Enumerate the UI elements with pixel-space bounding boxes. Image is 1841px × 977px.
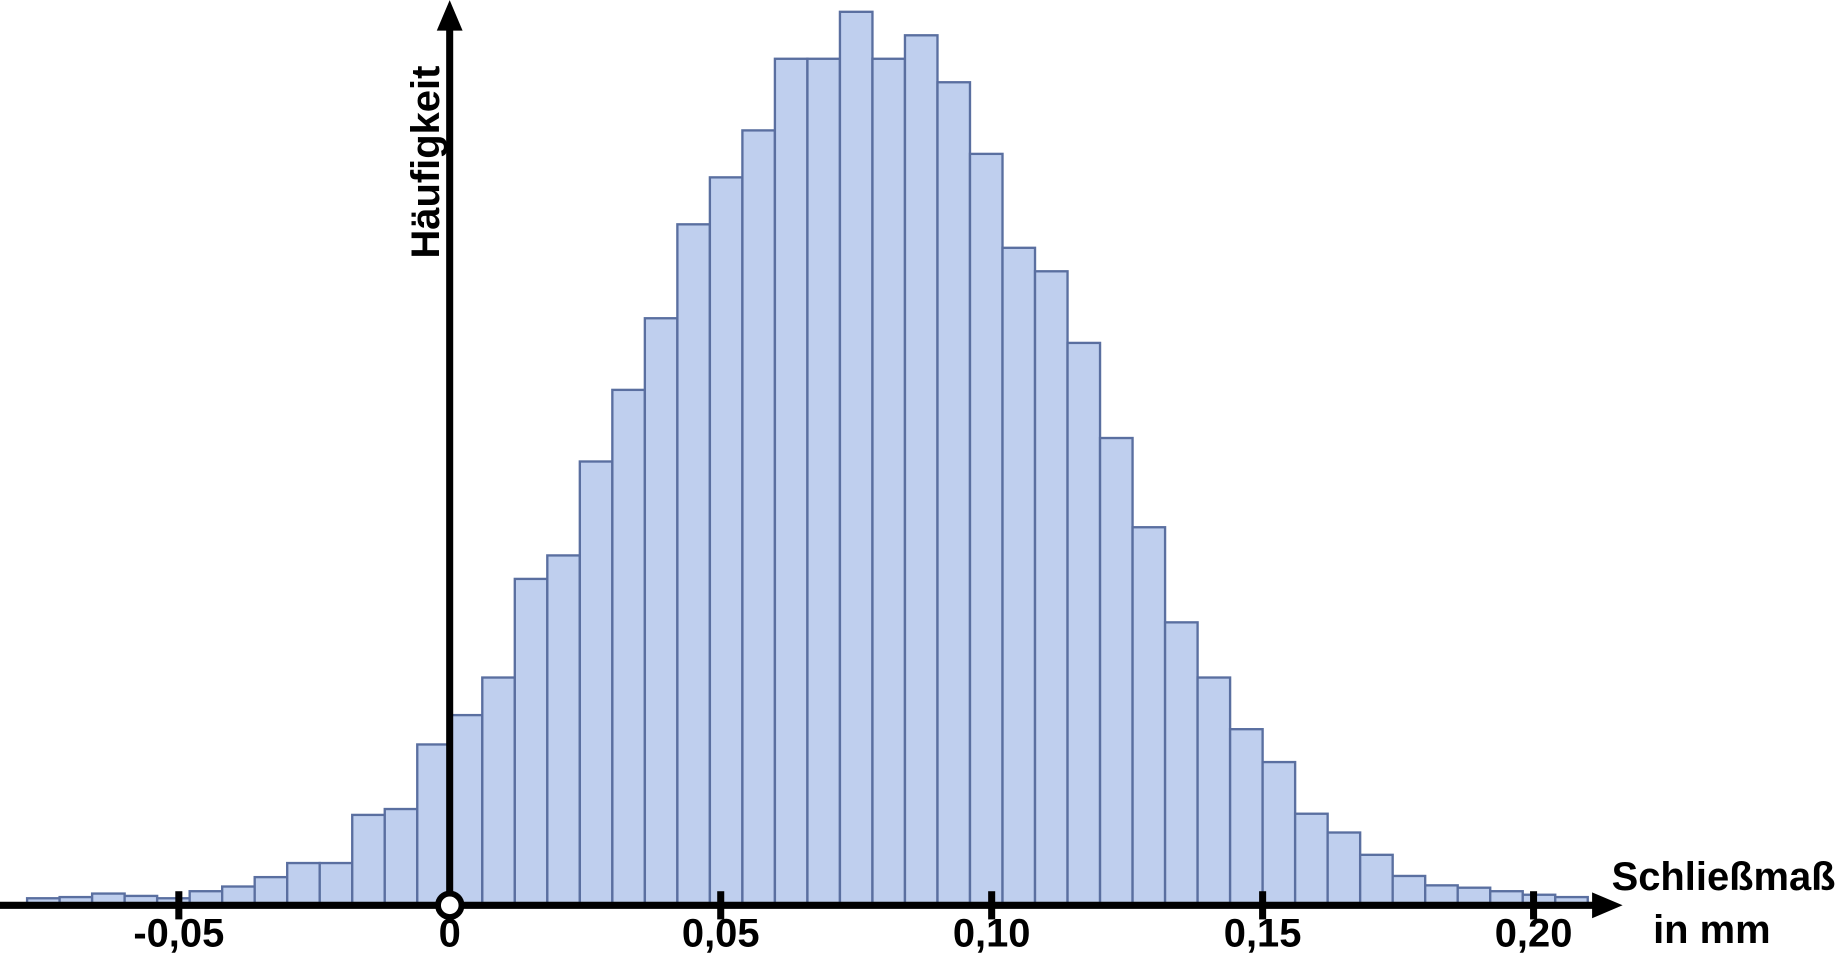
bar — [1293, 812, 1329, 907]
bar — [871, 57, 907, 907]
bar — [1066, 341, 1102, 907]
x-axis-title: Schließmaß — [1612, 855, 1836, 899]
bar — [481, 676, 516, 907]
bar — [773, 57, 809, 907]
bar — [383, 807, 419, 907]
x-tick-label: 0,05 — [682, 911, 760, 955]
bar — [1228, 728, 1264, 907]
bar — [1163, 621, 1199, 907]
bar — [513, 577, 549, 907]
bar — [286, 861, 321, 907]
bar — [838, 10, 874, 907]
bar — [448, 713, 484, 907]
bar — [676, 223, 712, 907]
bar — [578, 460, 614, 907]
bar — [1358, 853, 1394, 907]
bar — [741, 129, 777, 907]
bar — [968, 152, 1004, 907]
x-tick-label: -0,05 — [133, 911, 224, 955]
bar — [1391, 874, 1427, 907]
origin-tick — [435, 890, 465, 920]
bar — [416, 743, 451, 907]
x-tick-label: 0,20 — [1495, 911, 1573, 955]
x-axis-title: in mm — [1653, 908, 1771, 952]
bar — [708, 176, 744, 907]
bar — [903, 34, 939, 907]
x-axis-arrow — [1592, 892, 1623, 919]
bar — [1131, 526, 1167, 907]
axes — [0, 0, 1623, 919]
bar — [643, 317, 679, 907]
x-tick-label: 0 — [439, 911, 461, 955]
bars — [25, 10, 1589, 907]
bar — [546, 554, 582, 907]
bar — [318, 861, 354, 907]
bar — [806, 57, 842, 907]
y-axis-title: Häufigkeit — [404, 66, 448, 259]
bar — [936, 81, 972, 907]
bar — [1098, 436, 1134, 907]
bar — [611, 388, 647, 907]
x-tick-label: 0,15 — [1224, 911, 1302, 955]
bar — [351, 813, 386, 907]
bar — [1196, 676, 1232, 907]
bar — [1326, 831, 1362, 907]
bar — [1001, 246, 1037, 907]
bar — [253, 875, 289, 907]
bar — [1033, 270, 1069, 907]
x-tick-label: 0,10 — [953, 911, 1031, 955]
bar — [1261, 760, 1297, 907]
y-axis-arrow — [436, 0, 463, 31]
